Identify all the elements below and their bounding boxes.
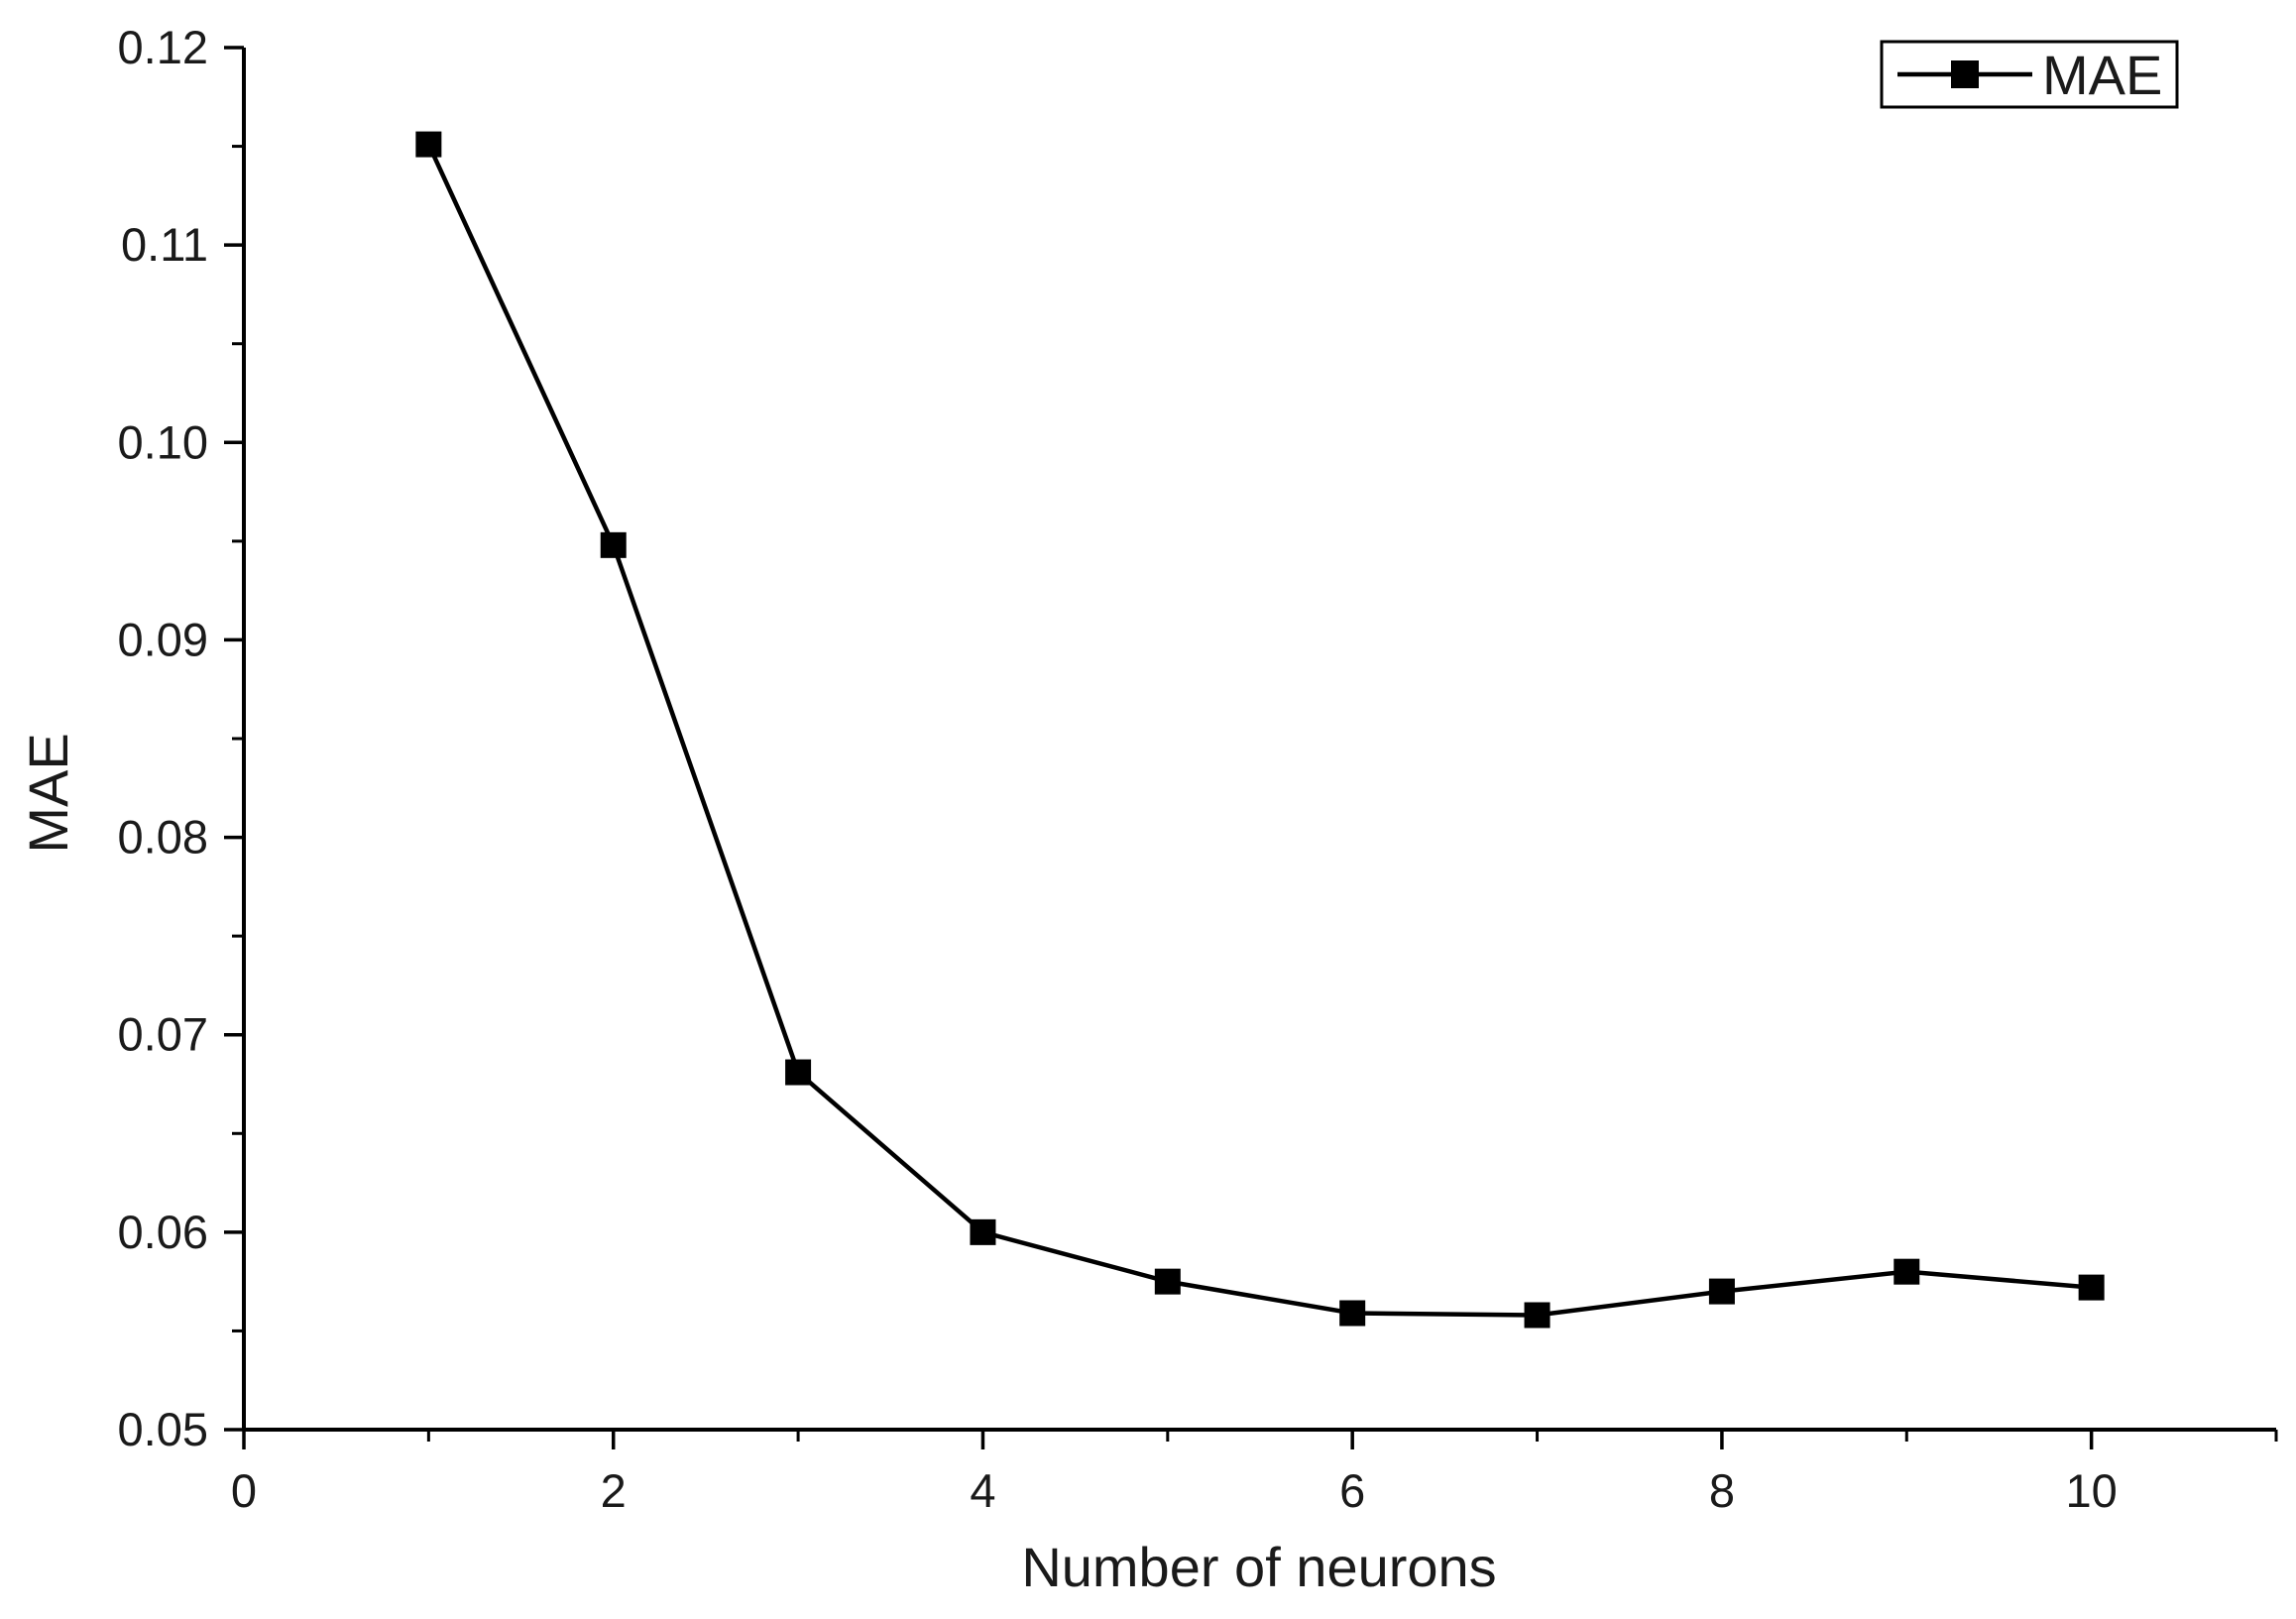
data-point [970,1218,996,1245]
axes [242,48,2276,1432]
x-tick-label: 2 [601,1464,627,1517]
x-axis-title: Number of neurons [1021,1536,1496,1598]
y-tick-label: 0.06 [118,1206,208,1258]
data-point [1339,1300,1366,1327]
data-point [1708,1278,1735,1305]
y-tick-label: 0.12 [118,21,208,73]
y-axis-title: MAE [17,733,79,853]
y-tick-label: 0.10 [118,415,208,468]
data-point [1894,1258,1920,1285]
data-point [785,1059,812,1086]
y-tick-label: 0.07 [118,1008,208,1061]
x-tick-label: 10 [2065,1464,2117,1517]
x-tick-label: 0 [231,1464,257,1517]
x-tick-label: 6 [1339,1464,1365,1517]
y-tick-label: 0.09 [118,613,208,665]
data-point [1154,1268,1181,1295]
data-point [600,531,627,558]
y-tick-label: 0.11 [121,218,208,271]
x-tick-label: 8 [1709,1464,1735,1517]
series-line-mae [426,143,2092,1318]
data-point [2078,1274,2105,1301]
data-point [1524,1302,1550,1329]
x-axis-ticks: 0 2 4 6 8 10 [231,1430,2278,1517]
legend: MAE [1880,40,2179,109]
series-layer [415,131,2105,1329]
legend-label: MAE [2042,44,2162,106]
legend-marker-sample [1951,60,1979,88]
y-tick-label: 0.08 [118,811,208,864]
x-tick-label: 4 [970,1464,995,1517]
y-tick-label: 0.05 [118,1403,208,1455]
y-axis-ticks: 0.05 0.06 0.07 0.08 0.09 0.10 0.11 0.12 [118,21,244,1455]
data-point [415,131,442,158]
